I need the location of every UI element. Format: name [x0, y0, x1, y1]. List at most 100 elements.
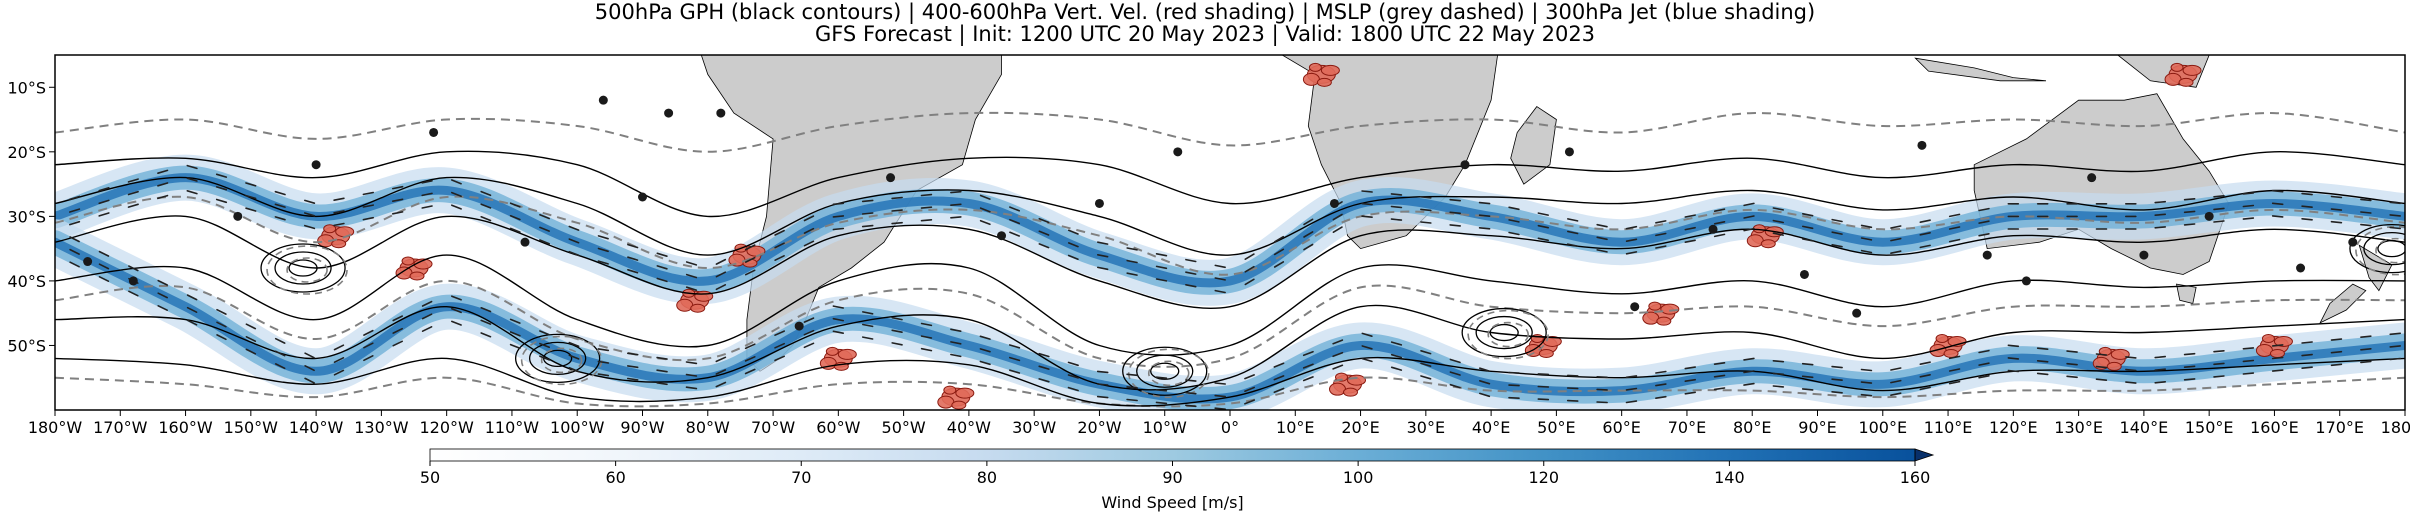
wind-arrow-0-89-2 — [1802, 238, 1814, 242]
wind-arrow-1-143-0 — [2154, 355, 2166, 359]
wind-arrow-0-89-1 — [1802, 225, 1814, 230]
wind-arrow-0-75-1 — [1713, 221, 1726, 225]
ascent-patch-7-3 — [1538, 348, 1554, 358]
ascent-region-10 — [1929, 333, 1967, 358]
lon-tick-label-34: 160°E — [2250, 418, 2299, 437]
wind-arrow-0--1-2 — [1214, 289, 1226, 294]
wind-arrow-1--1-1 — [1214, 394, 1226, 398]
wind-arrow-0--73-0 — [744, 244, 756, 251]
wind-arrow-1--118-2 — [450, 320, 462, 326]
wind-arrow-0-111-2 — [1948, 238, 1961, 243]
wind-arrow-1-170-0 — [2330, 338, 2343, 341]
lon-tick-label-1: 170°W — [93, 418, 148, 437]
lon-tick-label-12: 60°W — [816, 418, 860, 437]
wind-arrow-0-75-0 — [1713, 208, 1726, 212]
wind-arrow-1-129-1 — [2066, 362, 2078, 366]
wind-arrow-0--127-2 — [391, 211, 404, 215]
wind-arrow-0--87-2 — [656, 277, 668, 283]
wind-arrow-1--42-1 — [950, 341, 962, 345]
wind-arrow-1--60-1 — [832, 317, 845, 322]
wind-arrow-1-89-0 — [1801, 362, 1814, 366]
wind-arrow-1--28-2 — [1038, 378, 1050, 383]
wind-arrow-0-98-1 — [1860, 237, 1873, 241]
wind-arrow-1--100-1 — [568, 354, 580, 360]
station-dot-2 — [233, 211, 243, 221]
station-dot-21 — [1852, 308, 1862, 318]
wind-arrow-1-138-0 — [2125, 356, 2137, 359]
colorbar-tick-label-7: 140 — [1714, 468, 1745, 487]
wind-arrow-1-174-0 — [2360, 335, 2372, 339]
station-dot-5 — [520, 237, 530, 247]
wind-arrow-0--132-0 — [362, 191, 375, 196]
wind-arrow-0-111-1 — [1948, 226, 1961, 230]
wind-arrow-0--37-0 — [979, 194, 991, 200]
station-dot-19 — [1708, 224, 1718, 234]
wind-arrow-0--51-2 — [891, 221, 903, 225]
wind-arrow-0-80-0 — [1743, 202, 1755, 207]
wind-arrow-0-66-0 — [1655, 220, 1667, 224]
wind-arrow-0-98-0 — [1860, 224, 1873, 229]
wind-arrow-1-89-1 — [1801, 375, 1814, 379]
wind-arrow-1-120-1 — [2007, 357, 2020, 360]
wind-arrow-0-30-0 — [1420, 196, 1432, 199]
ascent-patch-2-1 — [676, 298, 694, 312]
wind-arrow-1-35-0 — [1449, 358, 1461, 364]
wind-arrow-0--105-0 — [539, 214, 551, 220]
wind-arrow-0-48-2 — [1537, 237, 1549, 242]
wind-arrow-1--19-2 — [1096, 395, 1109, 399]
closed-low-ring-4-2 — [2363, 231, 2405, 266]
title-line-1: 500hPa GPH (black contours) | 400-600hPa… — [594, 0, 1816, 24]
closed-low-mslp-0-1 — [286, 257, 328, 283]
lon-tick-label-31: 130°E — [2054, 418, 2103, 437]
wind-arrow-0-102-1 — [1890, 237, 1902, 242]
wind-arrow-1--141-2 — [304, 377, 315, 384]
wind-arrow-1--100-2 — [568, 366, 580, 373]
wind-arrow-0--177-2 — [69, 220, 81, 226]
wind-arrow-1--33-0 — [1008, 344, 1021, 349]
wind-arrow-1-89-2 — [1801, 388, 1814, 391]
wind-arrow-1-102-1 — [1890, 379, 1902, 384]
ascent-patch-9-3 — [1760, 239, 1776, 249]
wind-arrow-1-111-1 — [1948, 368, 1961, 372]
wind-arrow-0--87-1 — [656, 265, 668, 270]
colorbar-segment-3 — [986, 449, 1173, 461]
station-dot-23 — [2021, 276, 2031, 286]
lon-tick-label-3: 150°W — [224, 418, 279, 437]
ascent-patch-8-2 — [1660, 303, 1680, 315]
wind-arrow-0--91-2 — [627, 268, 639, 274]
station-dot-10 — [794, 321, 804, 331]
wind-arrow-1--91-0 — [626, 352, 639, 356]
wind-arrow-1--33-2 — [1008, 369, 1021, 374]
lon-tick-label-27: 90°E — [1798, 418, 1836, 437]
wind-arrow-1--145-1 — [274, 350, 286, 357]
colorbar-tick-label-6: 120 — [1528, 468, 1559, 487]
wind-arrow-1--150-1 — [245, 335, 257, 343]
colorbar-tick-label-4: 90 — [1162, 468, 1182, 487]
wind-arrow-1-75-1 — [1713, 374, 1726, 378]
wind-arrow-1-156-1 — [2242, 359, 2255, 363]
wind-arrow-0--6-0 — [1185, 258, 1197, 263]
wind-arrow-0--82-1 — [685, 273, 698, 279]
wind-arrow-1--33-1 — [1008, 356, 1021, 362]
wind-arrow-0-62-1 — [1625, 238, 1638, 242]
wind-arrow-0--55-1 — [861, 212, 874, 215]
colorbar-tick-label-2: 70 — [791, 468, 811, 487]
wind-arrow-0--24-1 — [1067, 242, 1079, 248]
wind-arrow-0-62-2 — [1625, 251, 1638, 255]
ascent-patch-11-3 — [2106, 361, 2122, 371]
gph-contour-4 — [55, 304, 2405, 391]
wind-arrow-0--60-2 — [832, 227, 845, 231]
station-dot-1 — [128, 276, 138, 286]
wind-arrow-1-12-2 — [1302, 376, 1314, 382]
lon-tick-label-19: 10°E — [1276, 418, 1314, 437]
wind-arrow-0--159-1 — [186, 177, 198, 182]
wind-arrow-1--42-2 — [950, 353, 962, 358]
lat-tick-label-2: 30°S — [7, 207, 46, 226]
wind-arrow-1--46-1 — [920, 335, 933, 339]
wind-arrow-1--132-1 — [363, 342, 374, 349]
wind-arrow-0-147-1 — [2183, 210, 2196, 214]
wind-arrow-1-98-2 — [1860, 393, 1873, 397]
gph-contour-0 — [55, 150, 2405, 218]
wind-arrow-0--168-1 — [127, 190, 139, 196]
wind-arrow-1--78-1 — [715, 369, 727, 375]
